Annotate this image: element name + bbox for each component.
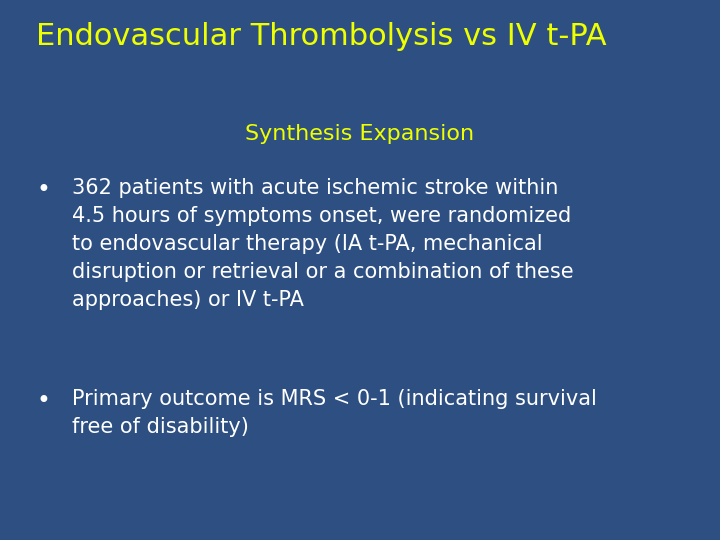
Text: 362 patients with acute ischemic stroke within
4.5 hours of symptoms onset, were: 362 patients with acute ischemic stroke … [72, 178, 574, 310]
Text: Primary outcome is MRS < 0-1 (indicating survival
free of disability): Primary outcome is MRS < 0-1 (indicating… [72, 389, 597, 437]
Text: Synthesis Expansion: Synthesis Expansion [246, 124, 474, 144]
Text: •: • [36, 389, 50, 413]
Text: Endovascular Thrombolysis vs IV t-PA: Endovascular Thrombolysis vs IV t-PA [36, 22, 607, 51]
Text: •: • [36, 178, 50, 202]
